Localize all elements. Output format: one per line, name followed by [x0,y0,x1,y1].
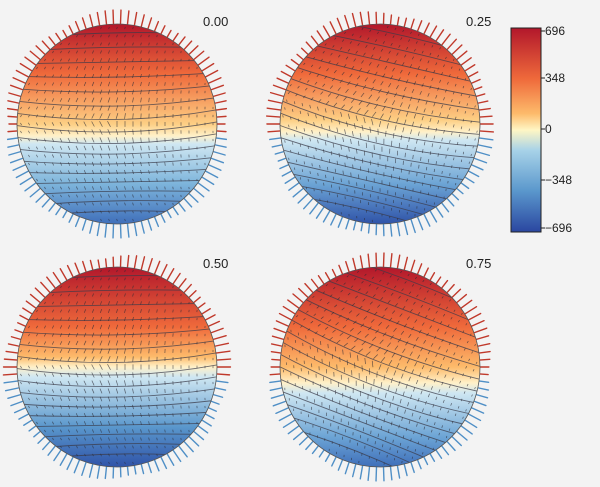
phase-label-0: 0.00 [203,14,229,29]
sphere-limb [279,266,481,468]
field-vectors [282,269,478,465]
sphere-limb [16,266,218,468]
sphere-panel-phase-1 [265,11,495,237]
field-vectors [20,26,214,222]
sphere-panel-phase-3 [269,252,491,482]
sphere-panel-phase-0 [6,9,228,239]
colorbar [510,27,545,233]
colorbar-tick-label-4: −696 [545,221,573,235]
phase-label-3: 0.75 [466,256,492,271]
colorbar-tick-label-0: 696 [545,24,566,38]
phase-label-2: 0.50 [203,256,229,271]
sphere-limb [16,23,218,225]
colorbar-gradient [510,27,542,233]
field-vectors [282,25,478,223]
field-vectors [20,269,214,465]
sphere-limb [279,23,481,225]
colorbar-tick-label-3: −348 [545,173,573,187]
colorbar-ticks [541,30,545,229]
colorbar-tick-label-1: 348 [545,71,566,85]
sphere-panel-phase-2 [2,254,232,480]
sphere-field-overlay [280,267,480,467]
phase-label-1: 0.25 [466,14,492,29]
colorbar-tick-label-2: 0 [545,122,552,136]
